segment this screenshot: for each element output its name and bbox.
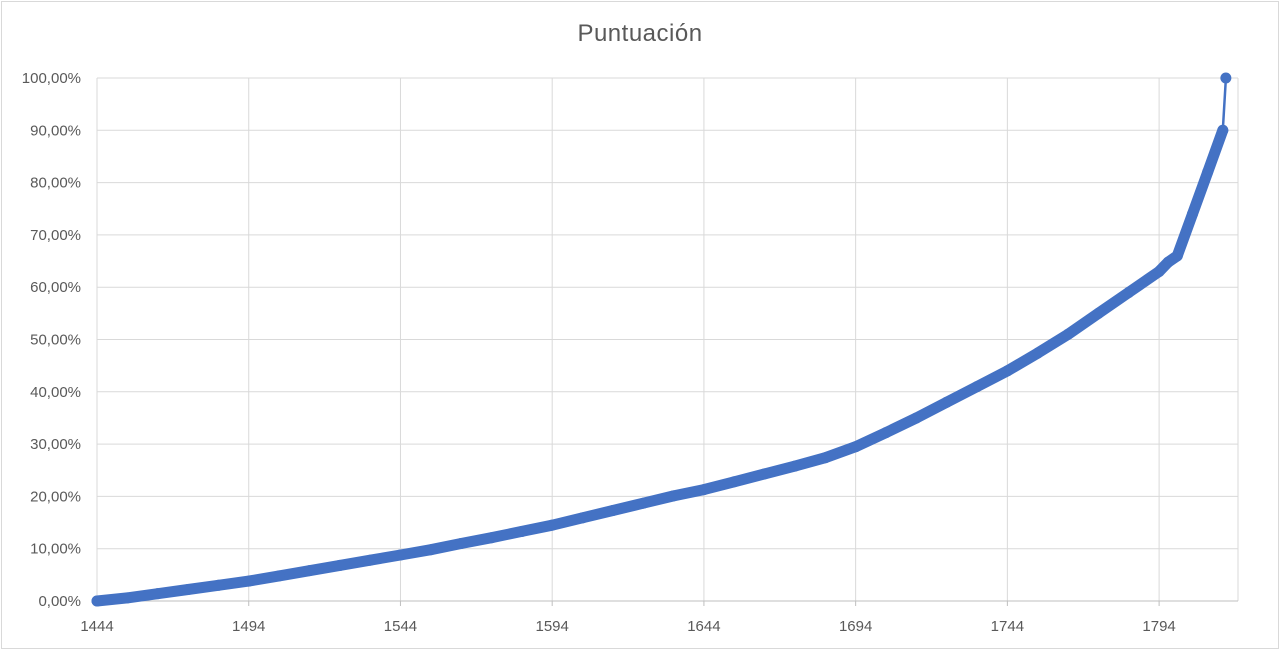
data-point [880,427,892,439]
y-tick-label: 60,00% [30,279,81,296]
data-point [1062,328,1074,340]
x-tick-label: 1444 [80,618,113,635]
data-point [1220,72,1232,84]
data-point [152,588,164,600]
x-tick-label: 1694 [839,618,872,635]
data-point [364,554,376,566]
chart-title: Puntuación [577,20,703,47]
x-tick-label: 1544 [384,618,417,635]
data-point [637,497,649,509]
y-tick-label: 30,00% [30,436,81,453]
x-tick-label: 1794 [1142,618,1175,635]
series-group [91,72,1232,607]
data-point [455,537,467,549]
data-point [546,519,558,531]
data-point [1153,266,1165,278]
data-point [789,460,801,472]
data-point [1092,307,1104,319]
data-point [1202,166,1214,178]
data-point [971,381,983,393]
y-tick-label: 50,00% [30,332,81,349]
data-point [668,490,680,502]
data-point [121,592,133,604]
y-axis-ticks: 0,00% 10,00% 20,00% 30,00% 40,00% 50,00% 60,00… [22,70,81,610]
data-point [759,468,771,480]
data-point [1032,347,1044,359]
x-tick-label: 1644 [687,618,720,635]
data-point [485,532,497,544]
gridlines [96,77,1239,606]
data-point [1217,124,1229,136]
data-point [1123,286,1135,298]
data-point [516,525,528,537]
x-tick-label: 1594 [535,618,568,635]
y-tick-label: 90,00% [30,122,81,139]
y-tick-label: 20,00% [30,488,81,505]
y-tick-label: 100,00% [22,70,81,87]
data-point [698,484,710,496]
y-tick-label: 10,00% [30,541,81,558]
data-point [1001,365,1013,377]
data-point [334,559,346,571]
data-point [728,476,740,488]
data-point [607,505,619,517]
data-point [303,565,315,577]
x-tick-label: 1494 [232,618,265,635]
data-point [1186,208,1198,220]
data-point [910,412,922,424]
data-point [212,579,224,591]
data-point [1171,250,1183,262]
data-point [182,583,194,595]
y-tick-label: 40,00% [30,384,81,401]
data-point [243,575,255,587]
data-point [941,396,953,408]
x-tick-label: 1744 [991,618,1024,635]
y-tick-label: 70,00% [30,227,81,244]
x-axis-ticks: 1444 1494 1544 1594 1644 1694 1744 1794 [80,618,1175,635]
data-point [91,595,103,607]
y-tick-label: 80,00% [30,175,81,192]
data-point [394,549,406,561]
data-point [577,512,589,524]
data-point [819,452,831,464]
data-point [850,441,862,453]
series-marker-band [91,124,1229,607]
data-point [273,570,285,582]
data-point [425,544,437,556]
y-tick-label: 0,00% [38,593,81,610]
data-point [1162,256,1174,268]
